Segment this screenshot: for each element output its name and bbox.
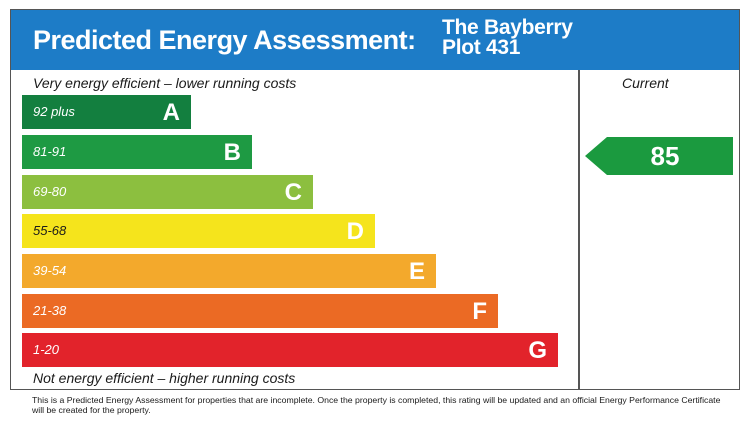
column-divider xyxy=(578,70,580,389)
band-range-label: 21-38 xyxy=(33,303,67,318)
band-e: 39-54 E xyxy=(22,254,436,288)
band-c: 69-80 C xyxy=(22,175,313,209)
header-bar: Predicted Energy Assessment: The Bayberr… xyxy=(11,10,739,70)
band-letter: G xyxy=(528,337,547,364)
band-b: 81-91 B xyxy=(22,135,252,169)
band-letter: C xyxy=(284,179,302,206)
bottom-caption: Not energy efficient – higher running co… xyxy=(33,370,296,386)
property-name: The Bayberry Plot 431 xyxy=(442,16,573,59)
current-rating-value: 85 xyxy=(650,141,680,171)
band-range-label: 1-20 xyxy=(33,342,60,357)
band-g: 1-20 G xyxy=(22,333,558,367)
band-range-label: 39-54 xyxy=(33,263,67,278)
band-letter: D xyxy=(346,218,364,245)
band-range-label: 92 plus xyxy=(33,104,75,119)
property-name-line: The Bayberry xyxy=(442,16,573,39)
band-letter: F xyxy=(472,298,487,325)
band-d: 55-68 D xyxy=(22,214,375,248)
band-letter: E xyxy=(408,258,425,285)
band-range-label: 81-91 xyxy=(33,144,67,159)
current-rating-arrow: 85 xyxy=(585,137,733,175)
arrow-shape xyxy=(585,137,733,175)
chart-frame xyxy=(10,9,740,390)
footer-note: This is a Predicted Energy Assessment fo… xyxy=(32,395,721,415)
top-caption: Very energy efficient – lower running co… xyxy=(33,75,297,91)
band-a: 92 plus A xyxy=(22,95,191,129)
band-range-label: 69-80 xyxy=(33,184,67,199)
band-range-label: 55-68 xyxy=(33,223,67,238)
band-f: 21-38 F xyxy=(22,294,498,328)
band-letter: A xyxy=(162,99,180,126)
page-title: Predicted Energy Assessment: xyxy=(33,25,416,55)
current-heading: Current xyxy=(622,75,669,91)
plot-number-line: Plot 431 xyxy=(442,36,521,59)
band-letter: B xyxy=(223,139,241,166)
